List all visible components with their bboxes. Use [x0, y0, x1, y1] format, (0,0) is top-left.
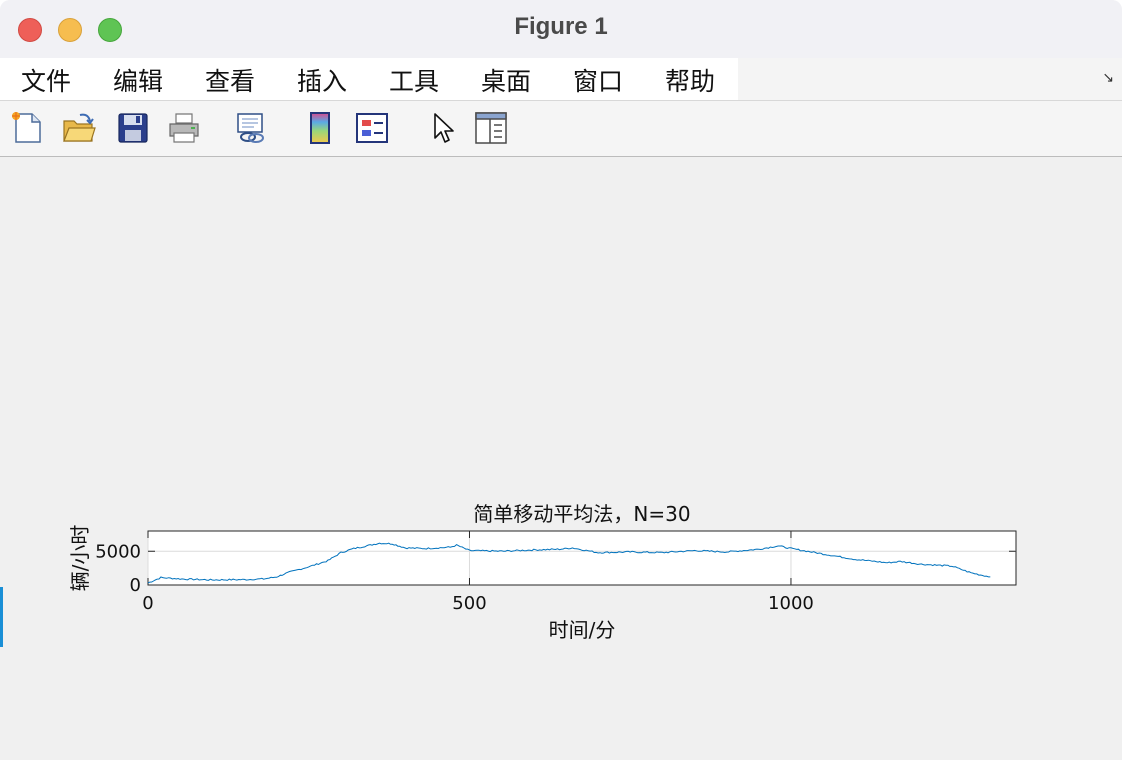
- link-plot-icon[interactable]: [234, 111, 268, 145]
- x-tick-label: 0: [142, 593, 153, 614]
- close-window-button[interactable]: [18, 18, 42, 42]
- menu-desktop[interactable]: 桌面: [481, 67, 532, 96]
- x-axis-label: 时间/分: [549, 618, 616, 642]
- x-tick-label: 500: [452, 593, 486, 614]
- title-bar: Figure 1: [0, 0, 1122, 59]
- series-line: [147, 542, 991, 584]
- axis-ticks: 0 500 1000 0 5000: [95, 531, 1016, 614]
- grid-lines: [147, 531, 1016, 585]
- maximize-window-button[interactable]: [98, 18, 122, 42]
- figure-canvas: 简单移动平均法，N=30 0 500 1000 0 5000 时间/分 辆/小时: [0, 157, 1122, 760]
- menu-help[interactable]: 帮助: [665, 67, 716, 96]
- menu-insert[interactable]: 插入: [297, 67, 348, 96]
- open-file-icon[interactable]: [62, 111, 96, 145]
- y-tick-label: 0: [130, 575, 141, 596]
- x-tick-label: 1000: [768, 593, 814, 614]
- line-chart: 简单移动平均法，N=30 0 500 1000 0 5000 时间/分 辆/小时: [68, 502, 1017, 642]
- print-icon[interactable]: [167, 111, 201, 145]
- menu-file[interactable]: 文件: [21, 67, 72, 96]
- axes-box: [147, 530, 1017, 586]
- left-edge-marker: [0, 587, 3, 647]
- minimize-window-button[interactable]: [58, 18, 82, 42]
- menu-tools[interactable]: 工具: [389, 67, 440, 96]
- new-figure-icon[interactable]: [10, 111, 44, 145]
- menu-edit[interactable]: 编辑: [113, 67, 164, 96]
- dock-arrow-icon[interactable]: ↘: [1102, 70, 1114, 86]
- save-icon[interactable]: [116, 111, 150, 145]
- y-axis-label: 辆/小时: [68, 525, 92, 592]
- insert-legend-icon[interactable]: [355, 111, 389, 145]
- insert-colorbar-icon[interactable]: [303, 111, 337, 145]
- window-title: Figure 1: [514, 13, 608, 40]
- menu-window[interactable]: 窗口: [573, 67, 624, 96]
- property-inspector-icon[interactable]: [474, 111, 508, 145]
- menu-view[interactable]: 查看: [205, 67, 256, 96]
- chart-title: 简单移动平均法，N=30: [473, 502, 690, 526]
- menu-bar-filler: [738, 58, 1122, 100]
- toolbar: [0, 101, 1122, 157]
- edit-plot-pointer-icon[interactable]: [426, 111, 460, 145]
- menu-bar: 文件 编辑 查看 插入 工具 桌面 窗口 帮助 ↘: [0, 58, 1122, 101]
- y-tick-label: 5000: [95, 541, 141, 562]
